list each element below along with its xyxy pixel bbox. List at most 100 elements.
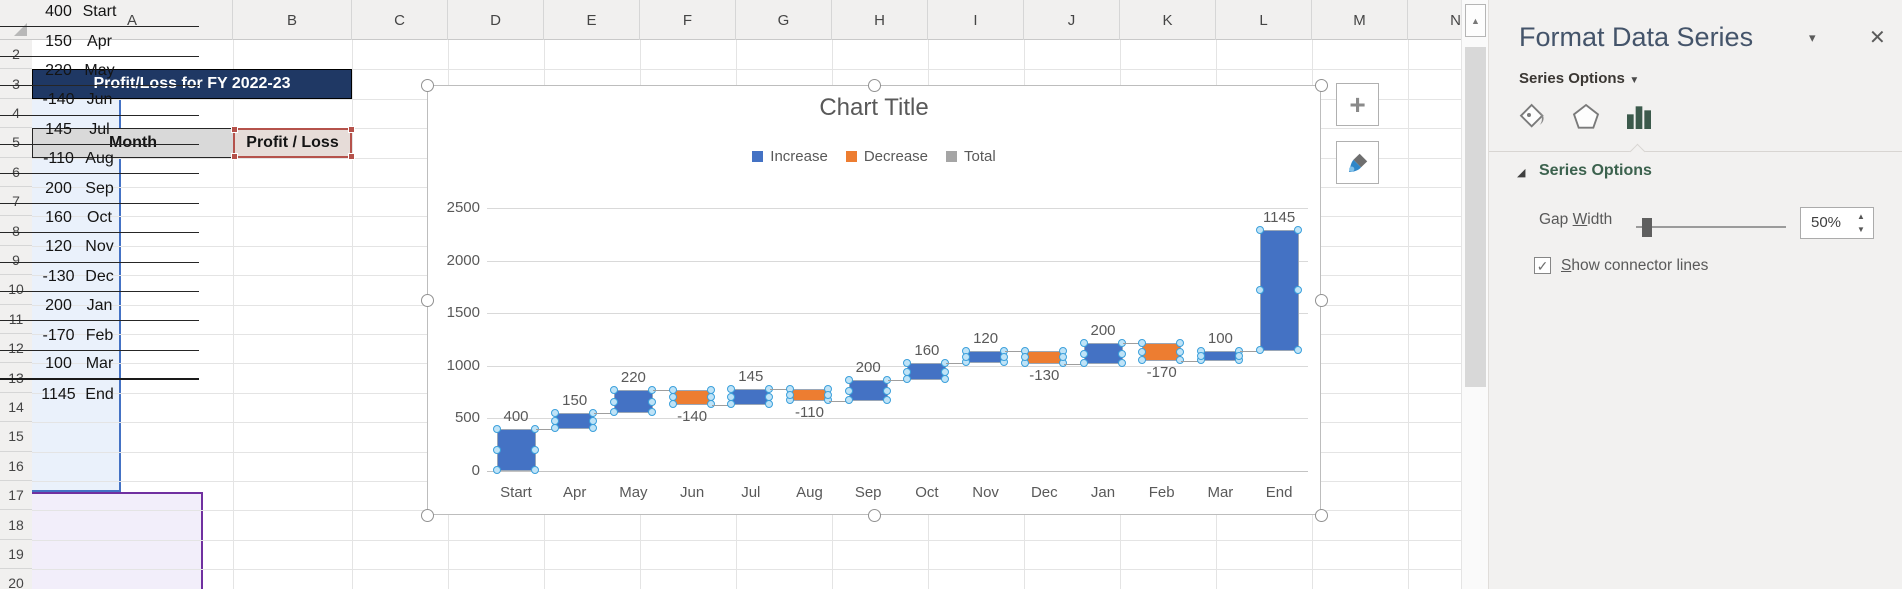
column-header-C[interactable]: C [352, 0, 448, 40]
waterfall-bar-mar[interactable] [1196, 346, 1243, 365]
waterfall-bar-jan[interactable] [1079, 339, 1126, 368]
series-options-section-header[interactable]: Series Options [1539, 162, 1652, 179]
chart-frame-handle[interactable] [868, 79, 881, 92]
row-header-18[interactable]: 18 [0, 510, 32, 540]
tab-series-options[interactable] [1623, 100, 1657, 136]
legend-item-increase[interactable]: Increase [752, 148, 828, 165]
waterfall-bar-aug[interactable] [786, 385, 832, 405]
chart-frame-handle[interactable] [421, 79, 434, 92]
waterfall-bar-start[interactable] [492, 424, 539, 474]
month-header-cell[interactable]: Month [32, 128, 234, 158]
row-header-8[interactable]: 8 [0, 216, 32, 246]
waterfall-bar-oct[interactable] [903, 359, 950, 383]
month-cell[interactable]: Aug [0, 145, 199, 175]
gap-width-value-box[interactable]: 50% ▲ ▼ [1800, 207, 1874, 239]
column-header-A[interactable]: A [32, 0, 233, 40]
pane-close-icon[interactable]: ✕ [1869, 27, 1886, 49]
waterfall-bar-end[interactable] [1255, 226, 1302, 354]
column-header-I[interactable]: I [928, 0, 1024, 40]
waterfall-bar-nov[interactable] [962, 346, 1009, 367]
waterfall-bar-jul[interactable] [727, 385, 774, 408]
legend-item-decrease[interactable]: Decrease [845, 148, 928, 165]
chart-object[interactable]: Chart Title Increase Decrease Total 0 500 1000… [421, 79, 1328, 522]
pane-dropdown-icon[interactable]: ▾ [1809, 30, 1816, 45]
column-header-H[interactable]: H [832, 0, 928, 40]
row-header-13[interactable]: 13 [0, 363, 32, 393]
row-header-5[interactable]: 5 [0, 128, 32, 158]
row-header-9[interactable]: 9 [0, 245, 32, 276]
tab-effects[interactable] [1570, 100, 1604, 136]
month-cell[interactable]: Start [0, 0, 199, 28]
pentagon-icon [1570, 103, 1602, 138]
month-cell[interactable]: Dec [0, 263, 199, 292]
column-header-D[interactable]: D [448, 0, 544, 40]
chart-frame-handle[interactable] [868, 509, 881, 522]
row-header-16[interactable]: 16 [0, 451, 32, 481]
chart-frame-handle[interactable] [421, 294, 434, 307]
row-header-7[interactable]: 7 [0, 187, 32, 217]
row-header-2[interactable]: 2 [0, 40, 32, 70]
table-title-cell[interactable]: Profit/Loss for FY 2022-23 [32, 69, 352, 99]
row-header-11[interactable]: 11 [0, 304, 32, 334]
mini-header-caret-icon[interactable]: ▼ [1629, 75, 1640, 86]
column-header-E[interactable]: E [544, 0, 640, 40]
waterfall-bar-jun[interactable] [668, 385, 715, 408]
month-cell[interactable]: Apr [0, 27, 199, 57]
waterfall-bar-may[interactable] [609, 385, 656, 417]
series-options-mini-header[interactable]: Series Options [1519, 70, 1625, 87]
tab-fill-line[interactable] [1517, 100, 1551, 136]
chart-frame-handle[interactable] [1315, 294, 1328, 307]
row-header-12[interactable]: 12 [0, 334, 32, 364]
waterfall-bar-sep[interactable] [844, 376, 891, 405]
column-header-K[interactable]: K [1120, 0, 1216, 40]
value-cell[interactable]: 1145 [41, 385, 76, 403]
row-header-14[interactable]: 14 [0, 392, 32, 423]
row-header-3[interactable]: 3 [0, 69, 32, 99]
month-cell[interactable]: Jul [0, 116, 199, 145]
column-header-F[interactable]: F [640, 0, 736, 40]
waterfall-bar-apr[interactable] [551, 409, 598, 432]
show-connector-lines-label[interactable]: Show connector lines [1561, 257, 1709, 274]
month-cell[interactable]: Oct [0, 204, 199, 234]
row-header-19[interactable]: 19 [0, 539, 32, 570]
gap-width-slider-track[interactable] [1636, 226, 1786, 228]
show-connector-lines-checkbox[interactable]: ✓ [1534, 257, 1551, 274]
legend-item-total[interactable]: Total [946, 148, 996, 165]
scrollbar-thumb[interactable] [1465, 47, 1486, 387]
month-cell[interactable]: Sep [0, 174, 199, 204]
chart-frame-handle[interactable] [421, 509, 434, 522]
spinner-down-button[interactable]: ▼ [1857, 225, 1865, 234]
row-header-15[interactable]: 15 [0, 422, 32, 452]
column-header-L[interactable]: L [1216, 0, 1312, 40]
column-header-J[interactable]: J [1024, 0, 1120, 40]
row-header-20[interactable]: 20 [0, 569, 32, 589]
column-header-G[interactable]: G [736, 0, 832, 40]
gap-width-slider-thumb[interactable] [1642, 218, 1652, 237]
scroll-up-button[interactable]: ▲ [1465, 4, 1486, 37]
vertical-scrollbar[interactable]: ▲ [1461, 0, 1488, 589]
column-header-M[interactable]: M [1312, 0, 1408, 40]
section-collapse-icon[interactable]: ◢ [1517, 167, 1526, 179]
month-cell[interactable]: May [0, 57, 199, 87]
chart-frame-handle[interactable] [1315, 79, 1328, 92]
waterfall-bar-feb[interactable] [1138, 339, 1185, 365]
month-cell[interactable]: End [85, 385, 114, 403]
row-header-10[interactable]: 10 [0, 275, 32, 305]
row-header-6[interactable]: 6 [0, 157, 32, 187]
chart-frame-handle[interactable] [1315, 509, 1328, 522]
chart-title[interactable]: Chart Title [819, 94, 929, 121]
chart-styles-button[interactable] [1336, 141, 1379, 184]
chart-elements-button[interactable]: + [1336, 83, 1379, 126]
row-header-17[interactable]: 17 [0, 481, 32, 511]
month-cell[interactable]: Feb [0, 321, 199, 351]
row-header-4[interactable]: 4 [0, 98, 32, 129]
month-cell[interactable]: Jun [0, 86, 199, 116]
month-cell[interactable]: Nov [0, 233, 199, 263]
month-cell[interactable]: Mar [0, 351, 199, 381]
column-header-B[interactable]: B [233, 0, 352, 40]
profit-loss-header-cell[interactable]: Profit / Loss [231, 126, 355, 161]
month-cell[interactable]: Jan [0, 292, 199, 322]
column-header-N[interactable]: N [1408, 0, 1461, 40]
spinner-up-button[interactable]: ▲ [1857, 212, 1865, 221]
waterfall-bar-dec[interactable] [1020, 346, 1067, 368]
